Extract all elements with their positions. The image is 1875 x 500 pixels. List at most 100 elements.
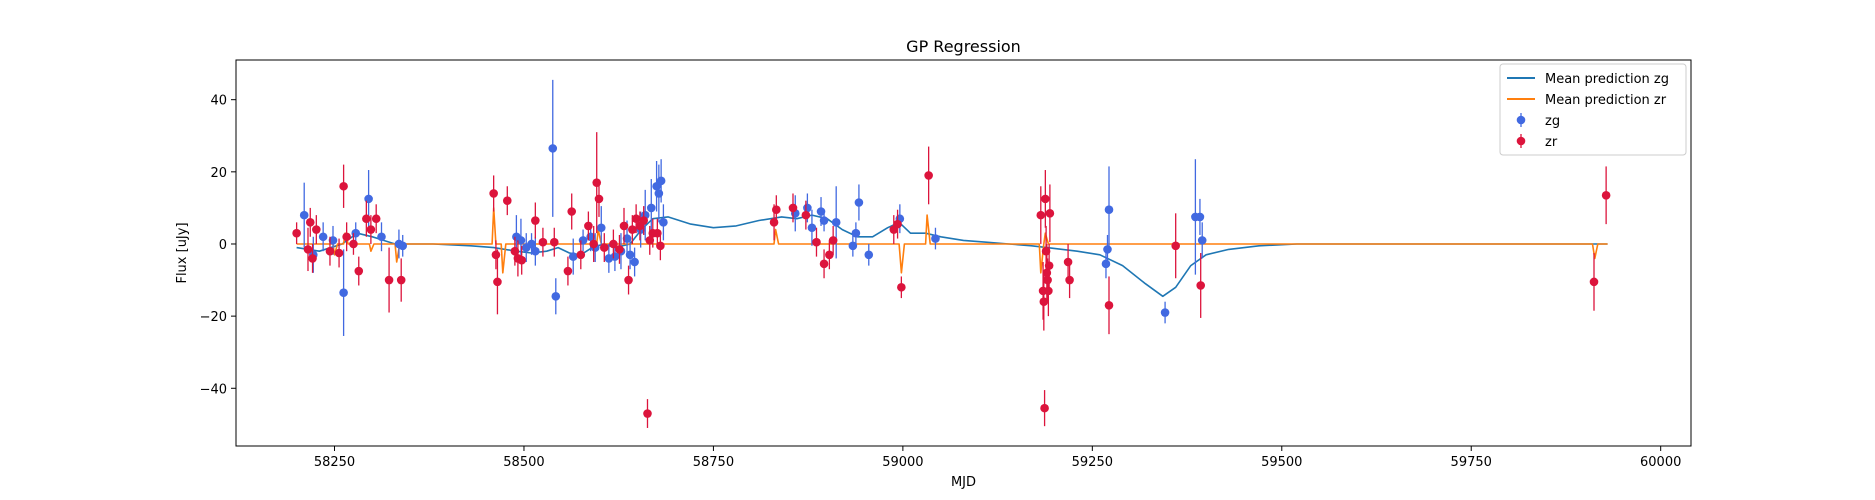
x-tick-label: 59000 xyxy=(882,455,923,470)
y-axis: −40 −20 0 20 40 xyxy=(200,94,236,397)
data-point-zg xyxy=(654,189,664,198)
data-point-zg xyxy=(803,203,812,213)
data-point-zr xyxy=(517,255,526,265)
data-point-zr xyxy=(312,225,321,234)
data-point-zr xyxy=(305,218,315,227)
data-point-zg xyxy=(351,228,361,238)
y-tick-label: 0 xyxy=(219,238,227,253)
data-point-zr xyxy=(342,232,351,242)
data-point-zg xyxy=(1104,205,1114,215)
data-point-zr xyxy=(897,282,906,292)
data-point-zr xyxy=(576,250,586,260)
legend-label: Mean prediction zr xyxy=(1545,93,1667,108)
data-point-zg xyxy=(578,236,588,245)
data-point-zr xyxy=(491,250,501,260)
data-point-zg xyxy=(864,250,874,260)
data-point-zr xyxy=(1171,241,1180,251)
data-point-zr xyxy=(1196,281,1205,290)
data-point-zr xyxy=(643,409,652,418)
series-zg xyxy=(299,79,1207,336)
data-point-zr xyxy=(325,246,335,256)
data-point-zr xyxy=(599,243,609,252)
chart-title: GP Regression xyxy=(906,37,1021,56)
data-point-zr xyxy=(549,237,559,247)
data-point-zr xyxy=(538,237,548,247)
data-point-zg xyxy=(831,218,841,227)
data-point-zg xyxy=(851,228,861,238)
x-tick-label: 58500 xyxy=(503,455,544,470)
data-point-zr xyxy=(371,214,381,224)
y-axis-label: Flux [uJy] xyxy=(175,222,190,283)
data-point-zg xyxy=(1195,212,1205,222)
data-point-zr xyxy=(589,239,598,249)
data-point-zg xyxy=(527,239,536,249)
data-point-zr xyxy=(769,218,779,227)
data-point-zg xyxy=(377,232,386,242)
data-point-zr xyxy=(639,216,649,225)
series-layer xyxy=(292,79,1611,428)
mean-line-zr xyxy=(296,207,1608,274)
y-tick-label: 20 xyxy=(210,166,227,181)
legend-label: zg xyxy=(1545,114,1560,129)
data-point-zr xyxy=(592,178,602,187)
data-point-zg xyxy=(659,218,668,227)
data-point-zr xyxy=(1041,246,1051,256)
data-point-zr xyxy=(308,254,317,263)
data-point-zg xyxy=(819,216,829,225)
data-point-zr xyxy=(825,250,834,260)
data-point-zr xyxy=(354,266,364,276)
plot-frame xyxy=(235,59,1692,447)
data-point-zg xyxy=(630,257,639,267)
data-point-zr xyxy=(1601,190,1611,200)
y-tick-label: −40 xyxy=(200,382,227,397)
data-point-zg xyxy=(807,223,817,233)
data-point-zr xyxy=(362,214,371,224)
legend-point-swatch xyxy=(1516,115,1526,125)
data-point-zr xyxy=(1045,209,1055,218)
data-point-zg xyxy=(531,246,540,256)
legend-label: Mean prediction zg xyxy=(1545,72,1669,87)
data-point-zg xyxy=(1160,308,1170,317)
data-point-zr xyxy=(631,214,641,224)
legend-label: zr xyxy=(1545,135,1558,150)
data-point-zg xyxy=(548,144,558,153)
data-point-zr xyxy=(819,259,829,269)
data-point-zg xyxy=(622,234,632,243)
data-point-zr xyxy=(1063,257,1073,267)
x-axis: 58250 58500 58750 59000 59250 59500 59750 60000 xyxy=(314,446,1681,470)
data-point-zr xyxy=(531,216,540,225)
data-point-zr xyxy=(924,171,933,180)
data-point-zr xyxy=(567,207,577,216)
data-point-zr xyxy=(384,275,394,285)
data-point-zr xyxy=(493,277,502,287)
data-point-zg xyxy=(299,210,309,220)
data-point-zr xyxy=(510,246,520,256)
data-point-zr xyxy=(609,239,618,249)
data-point-zg xyxy=(596,223,606,233)
data-point-zr xyxy=(656,241,665,251)
data-point-zg xyxy=(646,203,656,213)
data-point-zr xyxy=(349,239,358,249)
data-point-zg xyxy=(516,236,526,245)
x-tick-label: 58750 xyxy=(693,455,734,470)
data-point-zr xyxy=(624,275,633,285)
data-point-zr xyxy=(1039,297,1049,307)
data-point-zr xyxy=(303,245,313,254)
data-point-zr xyxy=(801,210,811,220)
data-point-zr xyxy=(645,236,655,245)
data-point-zr xyxy=(828,236,838,245)
data-point-zg xyxy=(318,232,328,242)
data-point-zg xyxy=(1103,245,1112,254)
series-zr xyxy=(292,132,1611,428)
legend: Mean prediction zg Mean prediction zr zg zr xyxy=(1499,63,1687,156)
y-tick-label: 40 xyxy=(210,94,227,109)
data-point-zr xyxy=(1043,275,1052,285)
data-point-zr xyxy=(339,181,348,191)
data-point-zr xyxy=(1044,286,1053,296)
data-point-zr xyxy=(1589,277,1599,287)
data-point-zr xyxy=(1041,194,1050,204)
data-point-zr xyxy=(772,205,781,215)
data-point-zg xyxy=(1197,236,1207,245)
data-point-zr xyxy=(1044,261,1054,270)
data-point-zr xyxy=(812,237,821,247)
